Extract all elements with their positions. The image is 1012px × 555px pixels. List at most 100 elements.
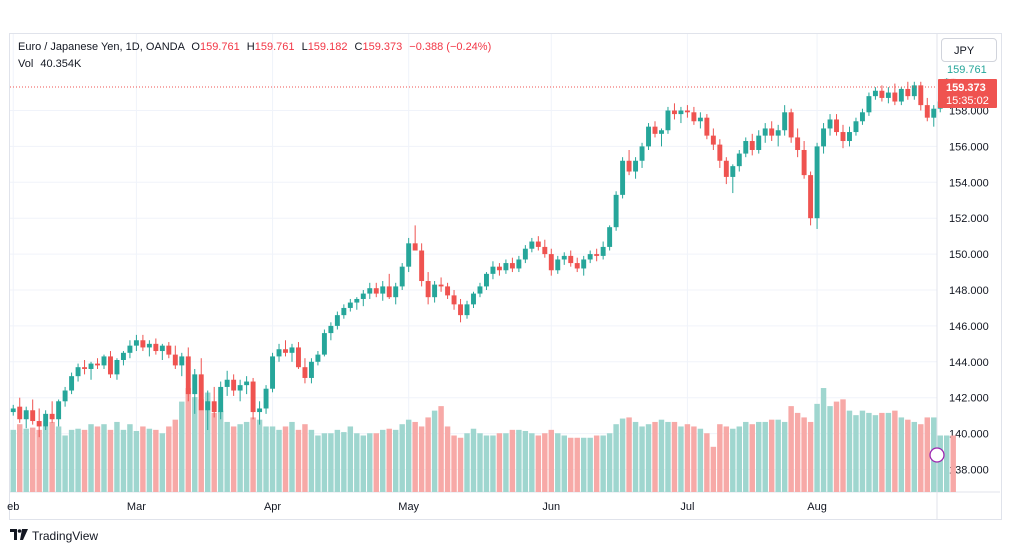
candle-body [743,141,749,154]
candle-body [464,304,470,316]
volume-bar [529,433,535,492]
candle-body [17,406,23,420]
countdown-tag: 15:35:02 [946,95,989,107]
volume-bar [879,412,885,492]
candle-body [153,343,159,352]
candle-body [704,117,710,136]
candle-body [749,141,755,150]
volume-bar [632,421,639,492]
candle-body [775,130,781,136]
candle-body [892,92,898,102]
candle-body [821,128,827,147]
volume-bar [431,410,438,492]
volume-bar [717,424,723,492]
volume-bar [509,429,516,492]
volume-bar [944,435,950,492]
volume-bar [580,437,587,492]
volume-bar [477,433,483,492]
y-tick-label: 144.000 [949,357,989,369]
volume-bar [75,428,81,492]
candle-body [458,304,463,316]
volume-bar [68,429,75,492]
volume-bar [269,426,276,492]
volume-bar [743,421,749,492]
candle-body [918,85,924,106]
candle-body [30,410,36,422]
candle-body [490,266,496,274]
volume-bar [665,421,671,492]
volume-bar [723,426,730,492]
volume-bar [94,426,101,492]
volume-bar [367,433,373,492]
volume-bar [159,433,166,492]
volume-bar [36,429,42,492]
candle-body [659,130,664,134]
volume-bar [762,421,768,492]
candle-body [503,263,509,271]
candle-body [646,126,651,147]
candle-body [548,254,554,271]
tradingview-branding[interactable]: TradingView [10,529,98,543]
candle-body [231,379,237,391]
candle-body [211,401,217,413]
candle-body [283,349,288,353]
y-tick-label: 142.000 [949,393,989,405]
volume-bar [775,419,781,492]
volume-bar [256,419,263,492]
candle-body [140,340,146,348]
candle-body [354,298,360,303]
volume-bar [924,417,930,492]
candle-body [250,381,256,413]
candle-body [172,354,178,366]
volume-bar [451,435,457,492]
volume-bar [166,426,172,492]
candle-body [665,110,671,131]
candle-body [691,112,697,122]
volume-bar [230,426,237,492]
volume-bar [282,426,289,492]
volume-bar [606,433,613,492]
event-marker-icon[interactable] [929,447,945,463]
volume-bar [749,424,755,492]
candle-body [88,363,94,369]
volume-bar [263,426,269,492]
candle-body [652,126,658,134]
volume-bar [548,429,555,492]
volume-bar [373,433,379,492]
candle-body [425,281,431,298]
volume-bar [619,418,626,492]
candle-body [69,376,75,391]
volume-bar [418,426,425,492]
candle-body [62,390,68,402]
chart-frame [9,33,1002,520]
x-month-label: May [398,501,419,513]
candle-body [146,343,152,348]
symbol-title[interactable]: Euro / Japanese Yen, 1D, OANDA [18,41,185,53]
tradingview-name: TradingView [32,529,99,543]
volume-bar [807,421,814,492]
volume-bar [483,435,490,492]
volume-bar [555,433,561,492]
volume-bar [237,424,243,492]
volume-bar [133,430,140,492]
candle-body [710,135,716,145]
y-tick-label: 156.000 [949,141,989,153]
volume-bar [185,388,191,492]
y-tick-label: 154.000 [949,177,989,189]
volume-bar [380,429,386,492]
candle-body [393,286,399,298]
volume-bar [704,433,710,492]
candle-body [82,367,88,369]
volume-bar [866,412,872,492]
candle-body [561,255,567,260]
currency-button[interactable]: JPY [941,38,997,62]
volume-bar [470,428,477,492]
volume-bar [503,433,509,492]
volume-bar [204,392,211,492]
volume-bar [691,426,697,492]
volume-bar [820,388,827,492]
volume-bar [788,406,794,492]
candle-body [924,105,930,118]
volume-bar [23,428,29,492]
